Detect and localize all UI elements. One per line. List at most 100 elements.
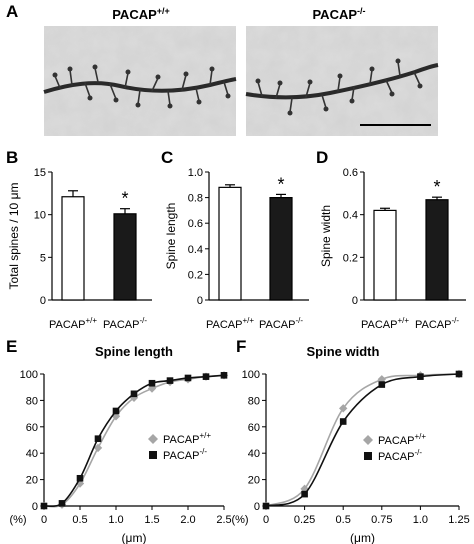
data-point-ko — [455, 370, 463, 378]
data-point-ko — [339, 418, 347, 425]
legend-label: PACAP+/+ — [163, 431, 211, 446]
bar-pacap-wt — [373, 209, 397, 301]
significance-marker: * — [433, 177, 440, 197]
y-tick-label: 5 — [40, 252, 46, 264]
y-tick-label: 0.4 — [188, 244, 203, 256]
panel-letter: E — [6, 337, 17, 356]
y-tick-label: 60 — [248, 422, 260, 434]
x-tick-label: 1.0 — [413, 514, 428, 526]
legend-label: PACAP-/- — [378, 448, 422, 463]
panel-f: F Spine width 0 20 40 60 80 100 0 0.25 0.5 0.75 1.0 1… — [231, 337, 469, 544]
y-tick-label: 80 — [26, 395, 38, 407]
x-tick-label: 0.5 — [336, 514, 351, 526]
x-tick-label: PACAP-/- — [103, 316, 147, 331]
y-tick-label: 0.4 — [343, 210, 358, 222]
legend-marker-wt — [148, 434, 158, 444]
x-tick-label: PACAP-/- — [415, 316, 459, 331]
y-tick-label: 0.8 — [188, 193, 203, 205]
x-axis-label: (μm) — [350, 531, 375, 544]
chart-title: Spine length — [95, 344, 173, 359]
data-point-ko — [130, 390, 138, 398]
panel-letter: B — [6, 148, 18, 167]
y-tick-label: 0.2 — [343, 252, 358, 264]
panel-c: C 0 0.2 0.4 0.6 0.8 1.0 Spine length PACAP+/+ * PA… — [161, 148, 309, 331]
y-axis-label: Spine length — [164, 203, 178, 270]
data-point-ko — [301, 490, 308, 498]
data-point-ko — [94, 435, 102, 442]
data-point-ko — [40, 502, 48, 510]
data-point-ko — [262, 502, 270, 510]
data-point-ko — [202, 373, 210, 380]
y-tick-label: 1.0 — [188, 167, 203, 179]
y-tick-label: 40 — [26, 448, 38, 460]
data-point-ko — [220, 372, 228, 379]
y-unit-label: (%) — [9, 514, 26, 526]
x-tick-label: PACAP+/+ — [206, 316, 254, 331]
y-tick-label: 0 — [254, 501, 260, 513]
x-axis-label: (μm) — [122, 531, 147, 544]
bar-pacap-ko — [113, 213, 137, 301]
significance-marker: * — [121, 189, 128, 209]
panel-letter: D — [316, 148, 328, 167]
data-point-ko — [76, 474, 84, 482]
data-point-ko — [58, 500, 66, 507]
y-tick-label: 20 — [26, 475, 38, 487]
panel-a-wt-title: PACAP+/+ — [112, 6, 170, 22]
x-tick-label: 1.5 — [144, 514, 159, 526]
panel-letter: C — [161, 148, 173, 167]
panel-d: D 0 0.2 0.4 0.6 Spine width PACAP+/+ * PACAP-/- — [316, 148, 466, 331]
data-point-wt — [93, 443, 103, 453]
data-point-ko — [378, 381, 386, 388]
x-tick-label: 1.0 — [108, 514, 123, 526]
x-tick-label: PACAP-/- — [259, 316, 303, 331]
data-point-ko — [417, 373, 424, 380]
y-tick-label: 0 — [32, 501, 38, 513]
bar-pacap-ko — [269, 197, 293, 301]
significance-marker: * — [277, 174, 284, 194]
panel-e: E Spine length 0 20 40 60 80 100 0 0.5 1.0 1.5 2.0 2.… — [6, 337, 232, 544]
y-tick-label: 0 — [197, 295, 203, 307]
y-tick-label: 15 — [34, 167, 46, 179]
panel-a-letter: A — [6, 2, 18, 21]
x-tick-label: PACAP+/+ — [49, 316, 97, 331]
y-tick-label: 0 — [352, 295, 358, 307]
panel-b: B 0 5 10 15 Total spines / 10 μm PACAP+/+ * PACA… — [6, 148, 152, 331]
y-tick-label: 0.6 — [188, 218, 203, 230]
data-point-ko — [166, 377, 174, 384]
legend-marker-ko — [364, 452, 372, 460]
y-tick-label: 0.6 — [343, 167, 358, 179]
data-point-ko — [148, 379, 156, 387]
data-point-ko — [112, 407, 120, 415]
bar-pacap-wt — [61, 196, 85, 301]
y-axis-label: Total spines / 10 μm — [7, 183, 21, 290]
legend-marker-wt — [363, 435, 373, 445]
chart-title: Spine width — [307, 344, 380, 359]
legend-label: PACAP+/+ — [378, 432, 426, 447]
y-tick-label: 100 — [242, 369, 260, 381]
data-point-ko — [184, 374, 192, 382]
series-line-ko — [265, 373, 460, 507]
x-tick-label: 0 — [263, 514, 269, 526]
data-point-wt — [129, 393, 139, 402]
x-tick-label: 0.5 — [72, 514, 87, 526]
x-tick-label: 1.25 — [448, 514, 469, 526]
y-tick-label: 10 — [34, 210, 46, 222]
x-tick-label: 2.0 — [180, 514, 195, 526]
x-tick-label: 0.25 — [294, 514, 315, 526]
y-unit-label: (%) — [231, 514, 248, 526]
panel-letter: F — [236, 337, 246, 356]
series-line-wt — [265, 373, 460, 507]
x-tick-label: PACAP+/+ — [361, 316, 409, 331]
y-tick-label: 60 — [26, 422, 38, 434]
legend-label: PACAP-/- — [163, 447, 207, 462]
micrograph-ko — [245, 26, 439, 136]
y-axis-label: Spine width — [319, 205, 333, 267]
y-tick-label: 100 — [20, 369, 38, 381]
x-tick-label: 0.75 — [371, 514, 392, 526]
data-point-wt — [339, 404, 348, 413]
panel-a-ko-title: PACAP-/- — [312, 6, 365, 22]
legend-marker-ko — [149, 451, 157, 459]
x-tick-label: 0 — [41, 514, 47, 526]
bar-pacap-wt — [218, 186, 242, 301]
